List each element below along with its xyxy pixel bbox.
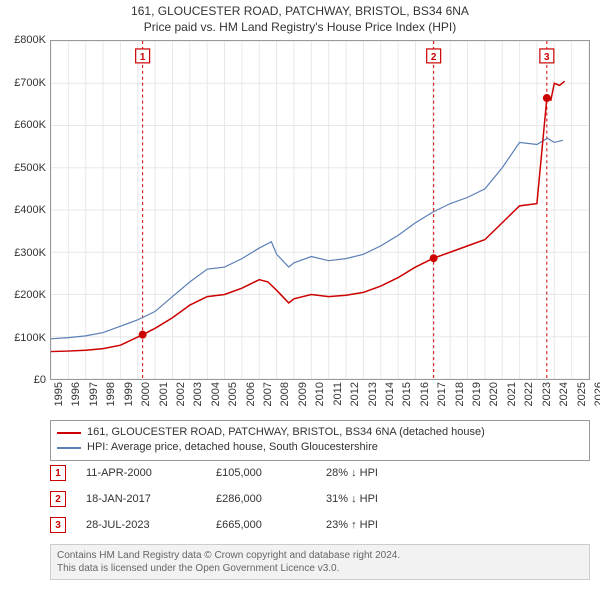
event-delta: 28% ↓ HPI: [326, 467, 416, 479]
y-tick-label: £200K: [14, 289, 46, 301]
event-date: 28-JUL-2023: [86, 519, 196, 531]
legend-label: 161, GLOUCESTER ROAD, PATCHWAY, BRISTOL,…: [87, 425, 485, 440]
event-delta: 23% ↑ HPI: [326, 519, 416, 531]
svg-text:2: 2: [431, 52, 437, 63]
x-tick-label: 2010: [314, 382, 326, 406]
x-tick-label: 2020: [488, 382, 500, 406]
x-tick-label: 2006: [245, 382, 257, 406]
event-price: £665,000: [216, 519, 306, 531]
event-row: 1 11-APR-2000 £105,000 28% ↓ HPI: [50, 460, 590, 486]
x-tick-label: 2017: [436, 382, 448, 406]
x-tick-label: 1995: [53, 382, 65, 406]
x-tick-label: 2018: [454, 382, 466, 406]
event-price: £286,000: [216, 493, 306, 505]
y-tick-label: £600K: [14, 119, 46, 131]
x-tick-label: 2026: [593, 382, 600, 406]
event-date: 11-APR-2000: [86, 467, 196, 479]
y-tick-label: £300K: [14, 247, 46, 259]
x-tick-label: 2014: [384, 382, 396, 406]
x-tick-label: 2016: [419, 382, 431, 406]
x-tick-label: 2025: [576, 382, 588, 406]
y-tick-label: £100K: [14, 332, 46, 344]
x-tick-label: 2008: [279, 382, 291, 406]
y-tick-label: £800K: [14, 34, 46, 46]
x-tick-label: 2009: [297, 382, 309, 406]
x-tick-label: 1998: [105, 382, 117, 406]
y-tick-label: £0: [34, 374, 46, 386]
event-marker-icon: 2: [50, 491, 66, 507]
title-line-1: 161, GLOUCESTER ROAD, PATCHWAY, BRISTOL,…: [0, 4, 600, 20]
x-tick-label: 1999: [123, 382, 135, 406]
event-delta: 31% ↓ HPI: [326, 493, 416, 505]
attribution-line-2: This data is licensed under the Open Gov…: [57, 562, 583, 575]
legend-swatch: [57, 432, 81, 434]
x-tick-label: 2013: [367, 382, 379, 406]
events-table: 1 11-APR-2000 £105,000 28% ↓ HPI 2 18-JAN-201…: [50, 460, 590, 538]
x-tick-label: 2005: [227, 382, 239, 406]
event-row: 2 18-JAN-2017 £286,000 31% ↓ HPI: [50, 486, 590, 512]
y-tick-label: £700K: [14, 77, 46, 89]
title-line-2: Price paid vs. HM Land Registry's House …: [0, 20, 600, 36]
event-row: 3 28-JUL-2023 £665,000 23% ↑ HPI: [50, 512, 590, 538]
x-tick-label: 2019: [471, 382, 483, 406]
attribution-line-1: Contains HM Land Registry data © Crown c…: [57, 549, 583, 562]
x-tick-label: 1997: [88, 382, 100, 406]
x-tick-label: 2001: [158, 382, 170, 406]
x-tick-label: 2002: [175, 382, 187, 406]
svg-text:1: 1: [140, 52, 146, 63]
chart-svg: 1 2 3: [51, 41, 589, 379]
legend-item: 161, GLOUCESTER ROAD, PATCHWAY, BRISTOL,…: [57, 425, 583, 440]
x-tick-label: 2000: [140, 382, 152, 406]
legend-item: HPI: Average price, detached house, Sout…: [57, 440, 583, 455]
x-tick-label: 2011: [332, 382, 344, 406]
x-axis: 1995 1996 1997 1998 1999 2000 2001 2002 2003 2004…: [50, 382, 590, 422]
svg-text:3: 3: [544, 52, 550, 63]
y-tick-label: £500K: [14, 162, 46, 174]
x-tick-label: 2007: [262, 382, 274, 406]
attribution: Contains HM Land Registry data © Crown c…: [50, 544, 590, 580]
legend-swatch: [57, 447, 81, 449]
y-tick-label: £400K: [14, 204, 46, 216]
x-tick-label: 2021: [506, 382, 518, 406]
x-tick-label: 2022: [523, 382, 535, 406]
chart-title: 161, GLOUCESTER ROAD, PATCHWAY, BRISTOL,…: [0, 0, 600, 35]
x-tick-label: 2023: [541, 382, 553, 406]
event-price: £105,000: [216, 467, 306, 479]
legend-label: HPI: Average price, detached house, Sout…: [87, 440, 378, 455]
chart-plot-area: 1 2 3: [50, 40, 590, 380]
y-axis: £0£100K£200K£300K£400K£500K£600K£700K£80…: [0, 40, 48, 380]
event-date: 18-JAN-2017: [86, 493, 196, 505]
event-marker-icon: 1: [50, 465, 66, 481]
event-marker-icon: 3: [50, 517, 66, 533]
x-tick-label: 2012: [349, 382, 361, 406]
x-tick-label: 2015: [401, 382, 413, 406]
x-tick-label: 2024: [558, 382, 570, 406]
x-tick-label: 2003: [192, 382, 204, 406]
x-tick-label: 2004: [210, 382, 222, 406]
legend: 161, GLOUCESTER ROAD, PATCHWAY, BRISTOL,…: [50, 420, 590, 461]
x-tick-label: 1996: [70, 382, 82, 406]
